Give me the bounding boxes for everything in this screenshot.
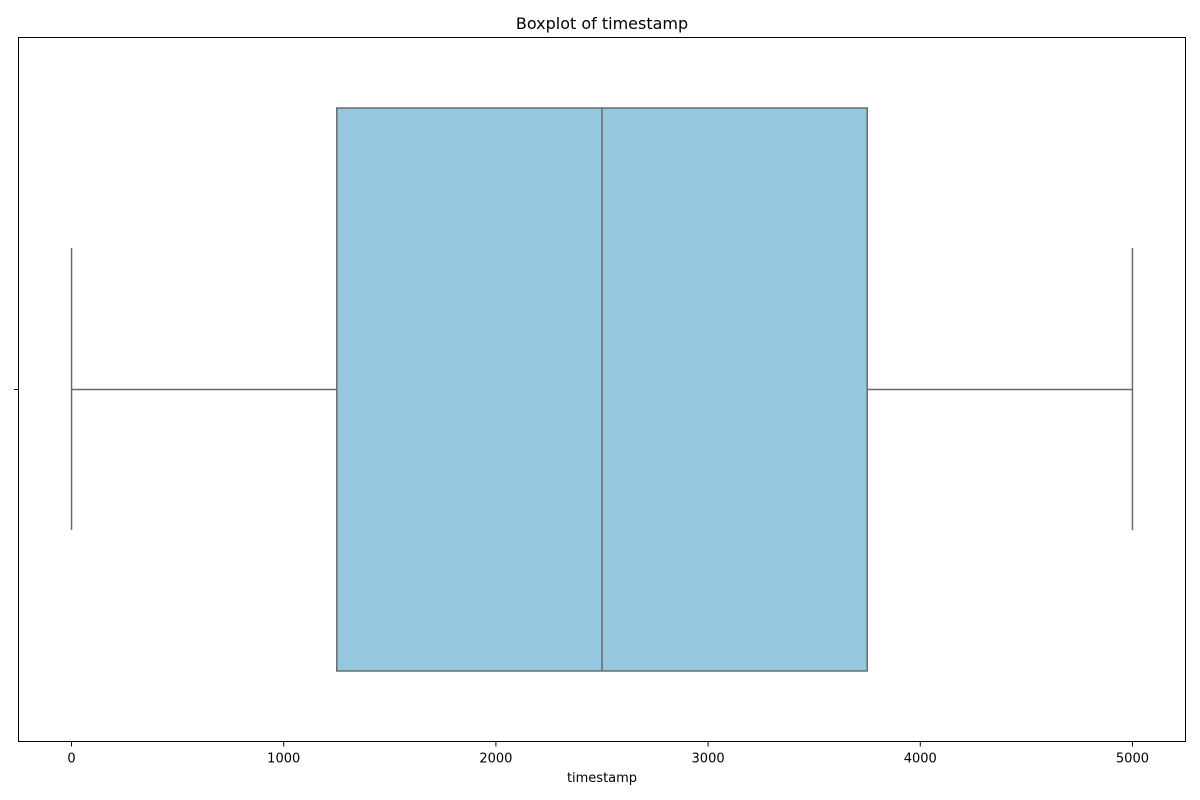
x-axis-label: timestamp [567, 771, 637, 786]
x-tick-label: 3000 [692, 752, 725, 767]
x-tick-label: 0 [67, 752, 75, 767]
x-tick-label: 2000 [479, 752, 512, 767]
plot-area [70, 107, 1134, 672]
chart-title: Boxplot of timestamp [516, 14, 688, 33]
x-tick-label: 4000 [904, 752, 937, 767]
x-tick-label: 1000 [267, 752, 300, 767]
x-tick-label: 5000 [1116, 752, 1149, 767]
x-axis-ticks: 0 1000 2000 3000 4000 5000 [67, 741, 1149, 767]
